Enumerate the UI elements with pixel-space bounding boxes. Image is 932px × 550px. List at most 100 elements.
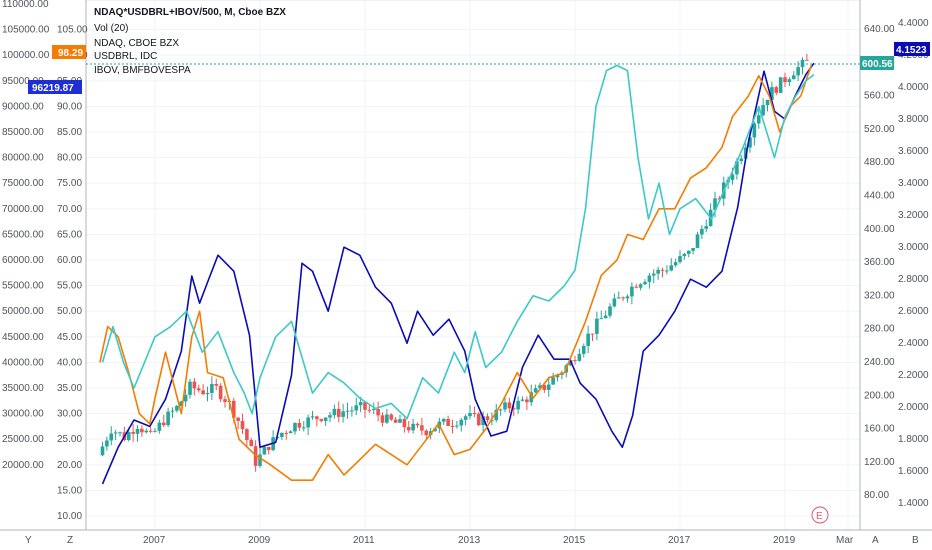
candle-body bbox=[196, 388, 201, 391]
main-axis-tick-label: 400.00 bbox=[864, 224, 895, 235]
event-marker-label: E bbox=[816, 511, 823, 522]
usdbrl-axis-tick-label: 1.4000 bbox=[898, 498, 929, 509]
badge-ndaq-value: 98.29 bbox=[58, 48, 83, 59]
legend: NDAQ*USDBRL+IBOV/500, M, Cboe BZX Vol (2… bbox=[94, 7, 286, 76]
candle-body bbox=[748, 137, 752, 148]
ndaq-axis-tick-label: 20.00 bbox=[57, 460, 82, 471]
usdbrl-axis-tick-label: 2.4000 bbox=[898, 338, 929, 349]
ibov-axis-tick-label: 25000.00 bbox=[2, 434, 44, 445]
candle-body bbox=[306, 417, 310, 428]
ibov-axis-tick-label: 90000.00 bbox=[2, 101, 44, 112]
candle-body bbox=[555, 374, 560, 378]
candle-body bbox=[350, 410, 354, 412]
corner-button-z[interactable]: Z bbox=[67, 535, 73, 546]
candle-body bbox=[586, 333, 590, 346]
main-axis-tick-label: 640.00 bbox=[864, 24, 895, 35]
ibov-series-line bbox=[101, 64, 815, 420]
candle-body bbox=[651, 273, 656, 276]
x-axis-tick-label: 2017 bbox=[668, 535, 691, 546]
corner-button-b[interactable]: B bbox=[912, 535, 919, 546]
candle-body bbox=[533, 388, 538, 393]
candle-body bbox=[336, 408, 341, 417]
candle-body bbox=[411, 423, 415, 431]
candle-body bbox=[188, 381, 192, 395]
candle-body bbox=[621, 297, 625, 299]
candle-body bbox=[140, 428, 144, 433]
badge-ibov: 96219.87 bbox=[28, 80, 82, 94]
usdbrl-axis-tick-label: 2.6000 bbox=[898, 306, 929, 317]
main-axis-tick-label: 80.00 bbox=[864, 490, 889, 501]
candle-body bbox=[385, 414, 389, 423]
candle-body bbox=[148, 430, 153, 432]
candle-body bbox=[599, 318, 604, 320]
ndaq-axis-tick-label: 30.00 bbox=[57, 409, 82, 420]
candle-body bbox=[647, 275, 652, 282]
candle-body bbox=[446, 418, 450, 426]
candle-body bbox=[787, 79, 792, 83]
candle-body bbox=[634, 286, 639, 288]
usdbrl-axis-tick-label: 3.6000 bbox=[898, 146, 929, 157]
candle-body bbox=[240, 420, 245, 430]
ndaq-axis-tick-label: 35.00 bbox=[57, 383, 82, 394]
candle-body bbox=[236, 417, 240, 421]
candle-body bbox=[546, 384, 551, 390]
candle-body bbox=[249, 440, 254, 447]
candle-body bbox=[682, 253, 687, 257]
ibov-axis-tick-label: 50000.00 bbox=[2, 306, 44, 317]
ibov-axis-tick-label: 95000.00 bbox=[2, 76, 44, 87]
candle-body bbox=[468, 412, 472, 417]
candle-body bbox=[393, 419, 398, 423]
earnings-event-marker[interactable]: E bbox=[811, 506, 829, 524]
ibov-axis-tick-label: 30000.00 bbox=[2, 409, 44, 420]
candle-body bbox=[135, 428, 140, 434]
ibov-axis-tick-label: 85000.00 bbox=[2, 127, 44, 138]
main-axis-tick-label: 480.00 bbox=[864, 157, 895, 168]
ndaq-axis-tick-label: 45.00 bbox=[57, 332, 82, 343]
candle-body bbox=[686, 250, 691, 254]
badge-main: 600.56 bbox=[860, 56, 894, 70]
candle-body bbox=[183, 394, 188, 402]
main-axis-tick-label: 160.00 bbox=[864, 424, 895, 435]
usdbrl-axis-tick-label: 3.2000 bbox=[898, 210, 929, 221]
candle-body bbox=[590, 333, 595, 335]
candle-body bbox=[179, 401, 184, 406]
candle-body bbox=[463, 416, 468, 420]
candle-body bbox=[507, 402, 512, 409]
candle-body bbox=[192, 381, 197, 389]
candle-body bbox=[700, 228, 704, 235]
candle-body bbox=[774, 87, 779, 93]
corner-button-a[interactable]: A bbox=[872, 535, 879, 546]
corner-button-y[interactable]: Y bbox=[25, 535, 32, 546]
candle-body bbox=[319, 419, 324, 421]
candle-body bbox=[704, 226, 709, 229]
usdbrl-axis-tick-label: 1.6000 bbox=[898, 466, 929, 477]
main-axis-tick-label: 240.00 bbox=[864, 357, 895, 368]
legend-vol: Vol (20) bbox=[94, 23, 128, 34]
candle-body bbox=[691, 247, 695, 251]
candle-body bbox=[625, 296, 630, 299]
candle-body bbox=[420, 425, 424, 431]
candle-body bbox=[280, 432, 284, 437]
candle-body bbox=[358, 402, 363, 406]
x-axis-tick-label: 2007 bbox=[143, 535, 166, 546]
candle-body bbox=[371, 409, 376, 411]
candle-body bbox=[494, 409, 499, 421]
candle-body bbox=[144, 430, 149, 433]
candle-body bbox=[161, 422, 166, 426]
candle-body bbox=[511, 408, 516, 410]
candle-body bbox=[301, 427, 306, 429]
ndaq-axis-tick-label: 25.00 bbox=[57, 434, 82, 445]
ndaq-axis-tick-label: 75.00 bbox=[57, 178, 82, 189]
ibov-axis-tick-label: 60000.00 bbox=[2, 255, 44, 266]
candle-body bbox=[485, 416, 490, 421]
candle-body bbox=[551, 377, 555, 385]
main-axis-tick-label: 280.00 bbox=[864, 324, 895, 335]
candle-body bbox=[126, 432, 131, 440]
candle-body bbox=[490, 420, 494, 422]
candle-body bbox=[581, 345, 586, 354]
badge-ndaq: 98.29 bbox=[52, 45, 86, 59]
ndaq-axis-tick-label: 55.00 bbox=[57, 281, 82, 292]
candle-body bbox=[441, 418, 446, 422]
